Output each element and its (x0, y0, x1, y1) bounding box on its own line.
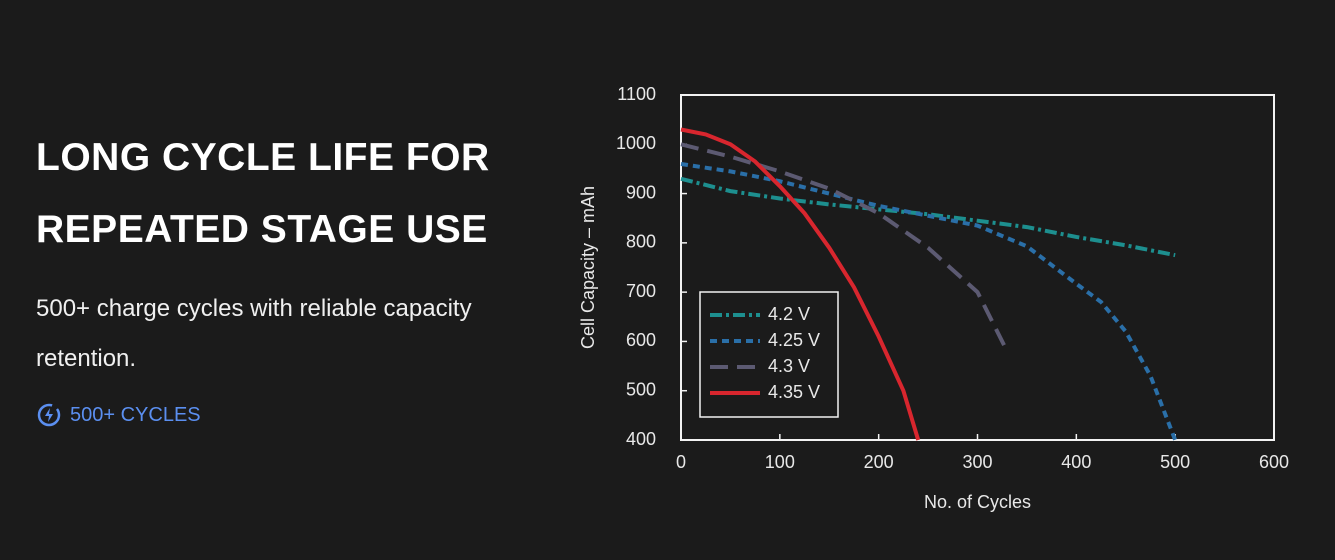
legend-label: 4.35 V (768, 382, 820, 402)
x-tick-label: 100 (765, 452, 795, 472)
y-axis-label: Cell Capacity – mAh (578, 186, 598, 349)
legend-label: 4.3 V (768, 356, 810, 376)
x-axis-label: No. of Cycles (924, 492, 1031, 512)
chart: 400 500 600 700 800 900 1000 1100 0 100 200 300 400 5… (578, 84, 1289, 512)
description: 500+ charge cycles with reliable capacit… (36, 295, 472, 372)
badge-icon (37, 403, 61, 427)
x-tick-label: 200 (864, 452, 894, 472)
y-tick-label: 700 (626, 281, 656, 301)
y-tick-label: 900 (626, 182, 656, 202)
y-tick-label: 1100 (617, 84, 656, 104)
badge-text: 500+ CYCLES (70, 403, 201, 426)
y-tick-label: 400 (626, 429, 656, 449)
y-tick-label: 500 (626, 379, 656, 399)
series-line (680, 142, 1009, 353)
y-tick-label: 1000 (616, 133, 656, 153)
x-tick-label: 0 (676, 452, 686, 472)
series-line (680, 176, 1176, 258)
series-line (680, 162, 1178, 441)
legend-label: 4.2 V (768, 304, 810, 324)
legend-label: 4.25 V (768, 330, 820, 350)
headline: LONG CYCLE LIFE FOR (36, 136, 490, 179)
y-tick-label: 600 (626, 330, 656, 350)
legend-box (699, 291, 839, 418)
feature-text: LONG CYCLE LIFE FOR REPEATED STAGE USE 5… (36, 122, 556, 428)
series-line (680, 127, 921, 441)
x-tick-label: 300 (962, 452, 992, 472)
headline: REPEATED STAGE USE (36, 208, 488, 251)
x-tick-label: 600 (1259, 452, 1289, 472)
x-tick-label: 400 (1061, 452, 1091, 472)
y-tick-label: 800 (626, 232, 656, 252)
x-tick-label: 500 (1160, 452, 1190, 472)
badge: 500+ CYCLES (36, 402, 556, 428)
